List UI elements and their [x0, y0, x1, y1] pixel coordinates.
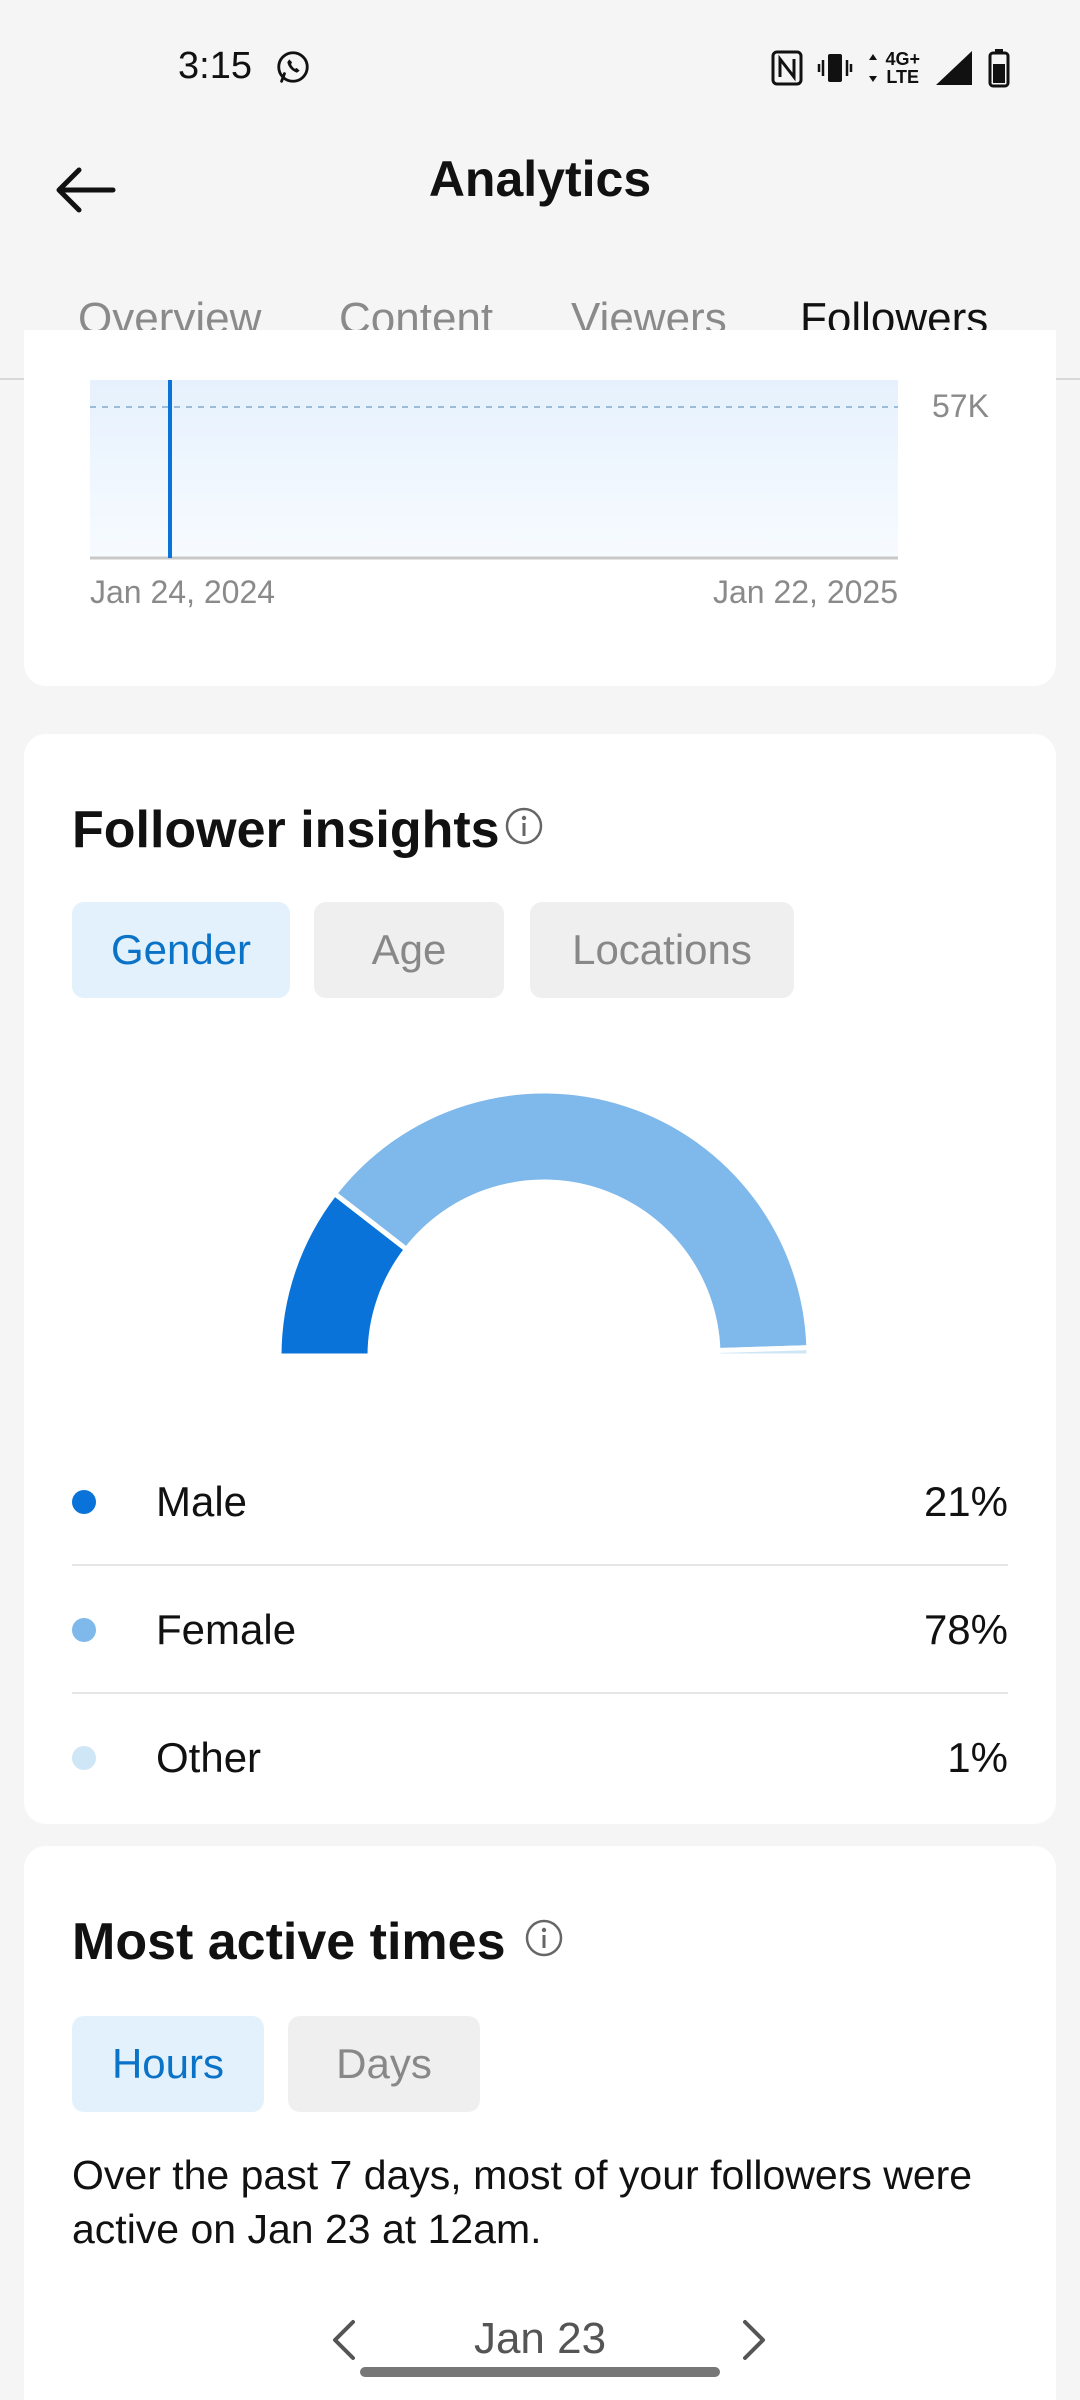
followers-chart[interactable]: [90, 380, 898, 560]
legend-value-other: 1%: [947, 1734, 1008, 1781]
gender-donut-chart: [276, 1088, 812, 1359]
most-active-times-card: Most active times Hours Days Over the pa…: [24, 1846, 1056, 2400]
chevron-left-icon: [333, 2320, 355, 2360]
previous-date-button[interactable]: [314, 2310, 374, 2370]
current-date-label: Jan 23: [473, 2314, 607, 2363]
legend-label-male: Male: [156, 1478, 248, 1525]
legend-dot-female: [72, 1618, 96, 1642]
info-icon[interactable]: [504, 806, 544, 846]
home-indicator: [360, 2367, 720, 2377]
vibrate-icon: [818, 54, 853, 82]
back-button[interactable]: [40, 145, 130, 235]
next-date-button[interactable]: [724, 2310, 784, 2370]
app-bar: Analytics: [0, 140, 1080, 280]
status-bar: 3:15 4G+ LTE: [0, 0, 1080, 140]
legend-label-female: Female: [156, 1606, 297, 1653]
legend-row-male: Male 21%: [72, 1438, 1008, 1566]
info-icon[interactable]: [524, 1918, 564, 1958]
legend-row-female: Female 78%: [72, 1566, 1008, 1694]
chip-hours[interactable]: Hours: [72, 2016, 264, 2112]
data-arrows-icon: [869, 54, 878, 82]
donut-slice-other: [715, 1345, 812, 1359]
legend-dot-male: [72, 1490, 96, 1514]
whatsapp-icon: [277, 51, 309, 83]
donut-slice-female: [331, 1088, 812, 1354]
chart-area-fill: [90, 380, 898, 558]
network-sub: LTE: [886, 67, 920, 87]
active-times-description: Over the past 7 days, most of your follo…: [72, 2152, 973, 2252]
chip-days[interactable]: Days: [288, 2016, 480, 2112]
follower-insights-card: Follower insights Gender Age Locations M…: [24, 734, 1056, 1824]
follower-insights-title: Follower insights: [72, 801, 500, 859]
legend-row-other: Other 1%: [72, 1694, 1008, 1822]
chip-age[interactable]: Age: [314, 902, 504, 998]
legend-value-female: 78%: [923, 1606, 1008, 1653]
signal-icon: [936, 51, 972, 85]
battery-icon: [988, 49, 1010, 88]
arrow-left-icon: [56, 167, 116, 213]
chart-y-label: 57K: [932, 388, 989, 424]
chevron-right-icon: [743, 2320, 765, 2360]
legend-value-male: 21%: [923, 1478, 1008, 1525]
chart-x-start-label: Jan 24, 2024: [90, 574, 276, 610]
legend-label-other: Other: [156, 1734, 262, 1781]
most-active-times-title: Most active times: [72, 1913, 506, 1971]
nfc-icon: [771, 50, 803, 86]
legend-dot-other: [72, 1746, 96, 1770]
chip-gender[interactable]: Gender: [72, 902, 290, 998]
network-type: 4G+: [885, 49, 920, 69]
status-time: 3:15: [178, 45, 252, 87]
followers-chart-card: 57K Jan 24, 2024 Jan 22, 2025: [24, 330, 1056, 686]
chip-locations[interactable]: Locations: [530, 902, 794, 998]
page-title: Analytics: [428, 151, 652, 207]
chart-x-end-label: Jan 22, 2025: [712, 574, 898, 610]
date-navigator: Jan 23: [24, 2306, 1056, 2386]
